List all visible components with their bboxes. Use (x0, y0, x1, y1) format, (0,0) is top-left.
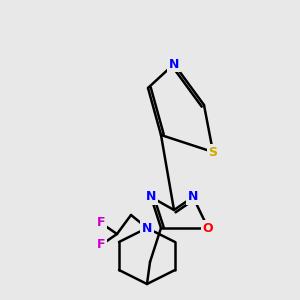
Text: S: S (208, 146, 217, 158)
Text: N: N (188, 190, 198, 203)
Text: N: N (169, 58, 179, 70)
Text: N: N (146, 190, 156, 203)
Text: N: N (142, 221, 152, 235)
Text: F: F (97, 238, 105, 251)
Text: O: O (203, 221, 213, 235)
Text: F: F (97, 217, 105, 230)
